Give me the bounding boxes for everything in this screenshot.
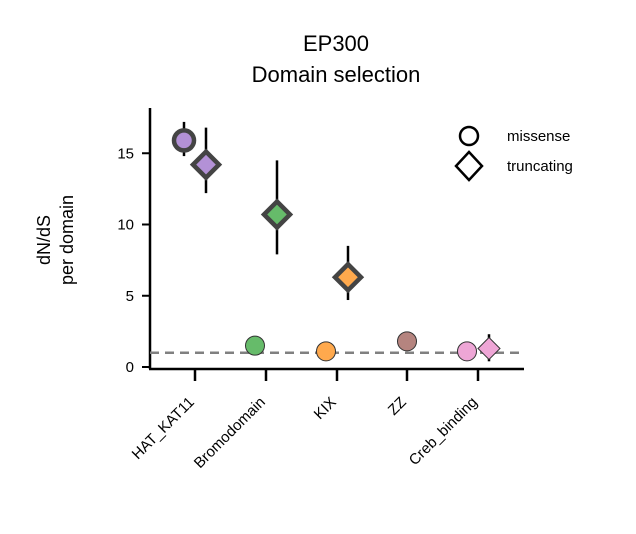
x-tick-label: HAT_KAT11 xyxy=(129,394,198,463)
truncating-point xyxy=(331,261,365,294)
y-tick-label: 10 xyxy=(117,217,134,234)
y-tick-label: 5 xyxy=(126,288,134,305)
y-tick-label: 15 xyxy=(117,145,134,162)
legend-label-missense: missense xyxy=(507,128,570,145)
y-tick-label: 0 xyxy=(126,359,134,376)
truncating-point xyxy=(260,198,294,231)
chart-title-line2: Domain selection xyxy=(252,62,421,87)
missense-point xyxy=(397,331,417,352)
x-tick-label: ZZ xyxy=(385,394,410,419)
missense-point xyxy=(171,128,197,153)
legend: missense truncating xyxy=(454,125,573,182)
truncating-point xyxy=(189,148,223,181)
x-tick-label: KIX xyxy=(311,394,340,423)
truncating-point xyxy=(477,336,501,361)
chart-title-line1: EP300 xyxy=(303,31,369,56)
legend-label-truncating: truncating xyxy=(507,158,573,175)
missense-point xyxy=(245,335,265,356)
x-tick-label: Bromodomain xyxy=(191,394,269,472)
y-axis-label-line1: dN/dS xyxy=(34,215,54,265)
legend-marker-truncating xyxy=(454,150,484,182)
x-tick-label: Creb_binding xyxy=(406,394,481,469)
legend-marker-missense xyxy=(458,125,480,147)
missense-point xyxy=(457,341,477,362)
y-axis-label-line2: per domain xyxy=(57,195,77,285)
missense-point xyxy=(316,341,336,362)
